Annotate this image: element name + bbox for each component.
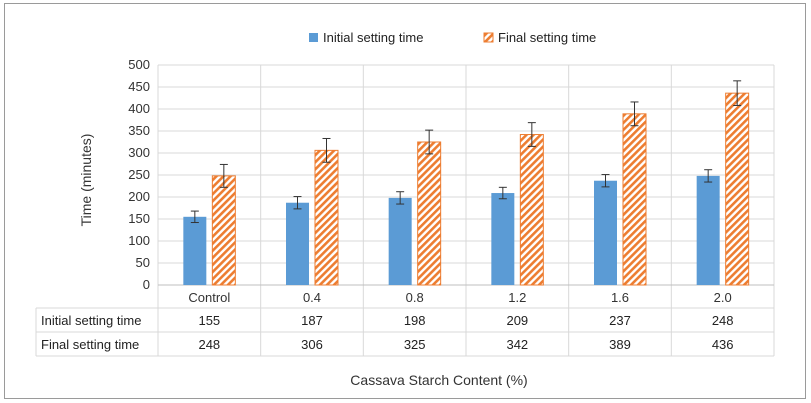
bar-final-setting-time xyxy=(211,175,236,286)
bar-initial-setting-time xyxy=(183,216,207,285)
legend-swatch-final xyxy=(483,32,494,43)
legend-swatch-initial xyxy=(309,33,318,42)
table-cell-value: 237 xyxy=(609,313,631,328)
table-cell-value: 155 xyxy=(198,313,220,328)
table-cell-value: 325 xyxy=(404,337,426,352)
table-cell-value: 342 xyxy=(506,337,528,352)
bar-initial-setting-time xyxy=(491,193,515,285)
y-axis-title: Time (minutes) xyxy=(78,134,94,227)
bar-final-setting-time xyxy=(622,113,647,286)
y-tick-label: 50 xyxy=(136,255,150,270)
y-tick-label: 100 xyxy=(128,233,150,248)
bar-final-setting-time xyxy=(417,141,442,286)
bar-final-setting-time xyxy=(519,134,544,286)
chart-frame: 0 50 100 150 200 250 300 350 400 450 500 Control 0.4… xyxy=(4,3,806,399)
table-row-label: Initial setting time xyxy=(41,313,141,328)
y-tick-label: 250 xyxy=(128,167,150,182)
bar-initial-setting-time xyxy=(696,175,720,285)
x-tick-label: Control xyxy=(188,290,230,305)
table-cell-value: 306 xyxy=(301,337,323,352)
y-tick-label: 500 xyxy=(128,57,150,72)
table-cell-value: 209 xyxy=(506,313,528,328)
x-tick-label: 1.6 xyxy=(611,290,629,305)
bar-final-setting-time xyxy=(314,149,339,286)
bar-initial-setting-time xyxy=(388,197,412,285)
x-tick-label: 2.0 xyxy=(714,290,732,305)
x-axis-title: Cassava Starch Content (%) xyxy=(350,372,527,388)
legend-label-initial: Initial setting time xyxy=(323,30,423,45)
y-tick-label: 450 xyxy=(128,79,150,94)
y-tick-label: 200 xyxy=(128,189,150,204)
bar-initial-setting-time xyxy=(286,202,309,285)
table-cell-value: 436 xyxy=(712,337,734,352)
bar-initial-setting-time xyxy=(594,180,617,285)
bar-final-setting-time xyxy=(725,92,750,286)
x-tick-label: 0.4 xyxy=(303,290,321,305)
table-cell-value: 198 xyxy=(404,313,426,328)
y-tick-label: 150 xyxy=(128,211,150,226)
table-cell-value: 187 xyxy=(301,313,323,328)
x-tick-label: 0.8 xyxy=(406,290,424,305)
y-tick-label: 300 xyxy=(128,145,150,160)
x-tick-label: 1.2 xyxy=(508,290,526,305)
table-cell-value: 248 xyxy=(198,337,220,352)
y-tick-label: 350 xyxy=(128,123,150,138)
y-tick-label: 0 xyxy=(143,277,150,292)
bar-chart: 0 50 100 150 200 250 300 350 400 450 500 Control 0.4… xyxy=(35,30,775,388)
y-tick-label: 400 xyxy=(128,101,150,116)
table-cell-value: 248 xyxy=(712,313,734,328)
table-row-label: Final setting time xyxy=(41,337,139,352)
legend-label-final: Final setting time xyxy=(498,30,596,45)
table-cell-value: 389 xyxy=(609,337,631,352)
